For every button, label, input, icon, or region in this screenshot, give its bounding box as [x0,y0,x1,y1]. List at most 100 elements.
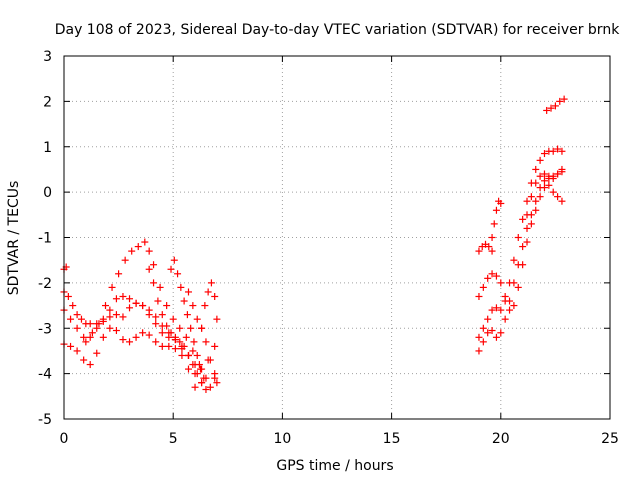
data-point [475,347,483,355]
data-point [547,104,555,112]
data-point [202,386,210,394]
data-point [195,361,203,369]
data-point [479,283,487,291]
data-point [484,329,492,337]
series-arc-4 [82,238,210,382]
data-point [176,324,184,332]
data-point [532,165,540,173]
series-arc-7 [184,288,221,387]
data-point [73,311,81,319]
data-point [492,333,500,341]
data-point [119,292,127,300]
x-tick-label: 20 [492,431,510,447]
data-point [211,370,219,378]
data-point [527,193,535,201]
data-point [177,283,185,291]
data-point [119,336,127,344]
data-point [200,374,208,382]
data-point [488,270,496,278]
data-point [132,333,140,341]
data-point [532,197,540,205]
data-point [191,383,199,391]
series-arc-9 [60,263,70,273]
data-point [126,338,134,346]
data-point [484,315,492,323]
data-point [189,361,197,369]
data-point [206,356,214,364]
data-point [484,274,492,282]
data-point [145,311,153,319]
data-point [551,102,559,110]
series-arc-6 [167,256,208,382]
data-point [475,333,483,341]
data-point [532,179,540,187]
data-point [86,361,94,369]
data-point [523,238,531,246]
y-tick-label: 2 [43,94,52,110]
data-point [139,302,147,310]
series-arc-2 [60,324,199,391]
data-point [540,170,548,178]
data-point [180,297,188,305]
data-point [197,365,204,373]
data-point [86,333,94,341]
data-point [540,177,548,185]
data-point [193,351,201,359]
data-point [158,311,166,319]
data-point [536,193,544,201]
y-tick-label: -1 [38,231,52,247]
data-point [527,220,535,228]
data-point [506,306,514,314]
data-point [189,347,197,355]
data-point [193,315,201,323]
data-point [198,379,206,387]
data-point [558,147,566,155]
data-point [95,320,103,328]
y-axis-label: SDTVAR / TECUs [6,181,22,296]
data-point [187,324,195,332]
data-point [485,243,493,251]
data-point [106,324,114,332]
data-point [126,295,134,303]
data-point [549,147,557,155]
data-point [99,333,107,341]
data-point [174,270,182,278]
data-point [549,175,557,183]
data-point [558,165,566,173]
data-point [198,324,206,332]
data-point [80,333,88,341]
data-point [514,234,522,241]
data-point [514,261,522,269]
data-point [558,197,566,205]
data-point [488,327,496,335]
data-point [543,106,551,114]
data-point [519,215,527,223]
data-point [167,265,175,273]
data-point [158,329,166,337]
y-tick-label: -2 [38,276,52,292]
data-point [536,172,544,180]
data-point [479,338,487,346]
data-point [540,150,548,158]
data-point [501,292,509,300]
data-point [158,342,166,350]
data-point [554,170,562,178]
data-point [82,338,90,346]
data-point [510,279,518,287]
data-point [132,299,140,307]
data-point [207,279,215,287]
data-point [183,311,191,319]
data-point [554,145,562,153]
data-point [67,342,75,350]
data-point [492,304,500,312]
data-point [497,329,505,337]
y-tick-label: 1 [43,140,52,156]
data-point [184,365,192,373]
series-arc-12 [475,177,566,355]
data-point [204,288,212,296]
data-point [112,295,120,303]
data-point [532,206,540,214]
series-arc-13 [475,240,496,255]
series-arc-16 [543,95,568,114]
x-axis-label: GPS time / hours [276,458,393,474]
